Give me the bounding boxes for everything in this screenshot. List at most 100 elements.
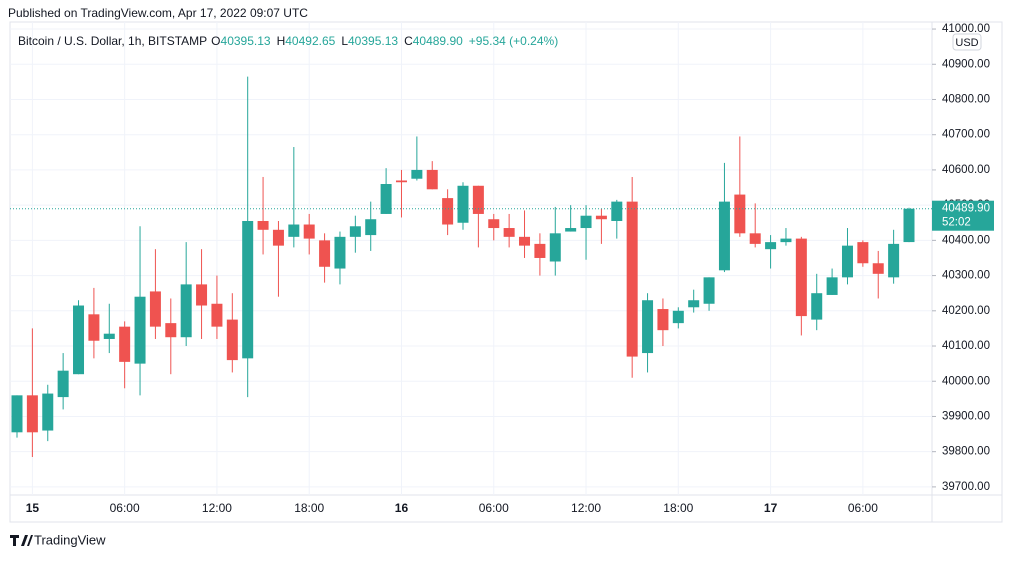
candle-body — [11, 395, 23, 433]
grid: 39700.00 39800.00 39900.00 40000.00 40100.00… — [10, 22, 990, 515]
candle-body — [42, 393, 54, 431]
candle-body — [303, 224, 315, 239]
candle-body — [149, 291, 161, 327]
change: +95.34 (+0.24%) — [469, 34, 558, 48]
y-tick-label: 40200.00 — [942, 305, 990, 317]
last-price-badge — [932, 200, 994, 231]
candle-body — [73, 305, 85, 375]
candle-body — [565, 228, 577, 232]
y-tick-label: 40100.00 — [942, 340, 990, 352]
candle-body — [319, 240, 331, 267]
candle-body — [226, 319, 238, 361]
x-tick-label: 12:00 — [202, 501, 232, 515]
candle-body — [442, 198, 454, 225]
y-tick-label: 39700.00 — [942, 481, 990, 493]
last-price-label: 40489.90 — [942, 203, 990, 215]
candle-body — [888, 243, 900, 278]
x-tick-label: 06:00 — [848, 501, 878, 515]
candle-body — [549, 233, 561, 262]
x-tick-label: 18:00 — [663, 501, 693, 515]
candle-body — [211, 303, 223, 327]
x-tick-label: 06:00 — [110, 501, 140, 515]
candle-body — [165, 323, 177, 338]
candle-body — [872, 263, 884, 274]
y-tick-label: 39800.00 — [942, 446, 990, 458]
candle-body — [119, 326, 131, 362]
x-tick-label: 18:00 — [294, 501, 324, 515]
legend-key: O — [211, 34, 220, 48]
legend: Bitcoin / U.S. Dollar, 1h, BITSTAMP O 4039… — [18, 34, 558, 48]
candle-body — [595, 215, 607, 220]
legend-key: H — [277, 34, 286, 48]
candles: 40489.90 52:02 — [10, 76, 994, 457]
x-tick-label: 06:00 — [479, 501, 509, 515]
legend-key: L — [341, 34, 348, 48]
candle-body — [426, 169, 438, 190]
candle-body — [703, 277, 715, 304]
candle-body — [88, 314, 100, 341]
currency-badge — [952, 33, 982, 51]
candle-body — [488, 219, 500, 229]
candle-body — [642, 300, 654, 354]
candle-body — [672, 310, 684, 324]
candle-body — [519, 236, 531, 246]
candle-body — [365, 219, 377, 236]
candle-body — [826, 277, 838, 295]
candle-body — [334, 236, 346, 269]
x-tick-label: 15 — [26, 501, 40, 515]
y-tick-label: 40400.00 — [942, 234, 990, 246]
candle-body — [457, 185, 469, 223]
y-tick-label: 41000.00 — [942, 23, 990, 35]
currency: USD — [955, 37, 978, 49]
candle-body — [180, 284, 192, 338]
y-tick-label: 40800.00 — [942, 94, 990, 106]
candle-body — [395, 180, 407, 183]
logo-icon — [10, 535, 33, 546]
candle-body — [196, 284, 208, 306]
candle-body — [26, 395, 38, 433]
footer-brand: TradingView — [34, 532, 106, 547]
candle-body — [657, 309, 669, 331]
candle-body — [349, 226, 361, 237]
chart-frame — [9, 21, 1003, 523]
x-tick-label: 17 — [764, 501, 778, 515]
y-tick-label: 40600.00 — [942, 164, 990, 176]
chart-title: Bitcoin / U.S. Dollar, 1h, BITSTAMP — [18, 34, 207, 48]
candle-body — [688, 300, 700, 308]
y-tick-label: 40000.00 — [942, 375, 990, 387]
candle-body — [57, 370, 69, 398]
candle-body — [134, 296, 146, 364]
y-tick-label: 40700.00 — [942, 129, 990, 141]
candle-body — [795, 238, 807, 317]
candle-body — [103, 333, 115, 339]
x-tick-label: 16 — [395, 501, 409, 515]
candle-body — [288, 224, 300, 237]
footer-logo: TradingView — [10, 532, 106, 547]
candle-body — [857, 242, 869, 264]
candle-body — [503, 228, 515, 237]
x-tick-label: 12:00 — [571, 501, 601, 515]
legend-value: 40492.65 — [285, 34, 335, 48]
candle-body — [257, 220, 269, 230]
legend-value: 40489.90 — [413, 34, 463, 48]
candle-body — [272, 229, 284, 246]
candle-body — [472, 185, 484, 214]
legend-key: C — [404, 34, 413, 48]
candle-body — [903, 208, 915, 243]
y-tick-label: 39900.00 — [942, 410, 990, 422]
candle-body — [242, 220, 254, 359]
candle-body — [749, 233, 761, 244]
candle-body — [626, 201, 638, 357]
y-tick-label: 40900.00 — [942, 58, 990, 70]
y-tick-label: 40300.00 — [942, 270, 990, 282]
candle-body — [534, 243, 546, 258]
published-note: Published on TradingView.com, Apr 17, 20… — [8, 6, 308, 20]
legend-value: 40395.13 — [221, 34, 271, 48]
candle-body — [734, 194, 746, 234]
candle-body — [765, 242, 777, 250]
legend-value: 40395.13 — [348, 34, 398, 48]
candle-body — [380, 184, 392, 214]
candle-body — [780, 238, 792, 243]
